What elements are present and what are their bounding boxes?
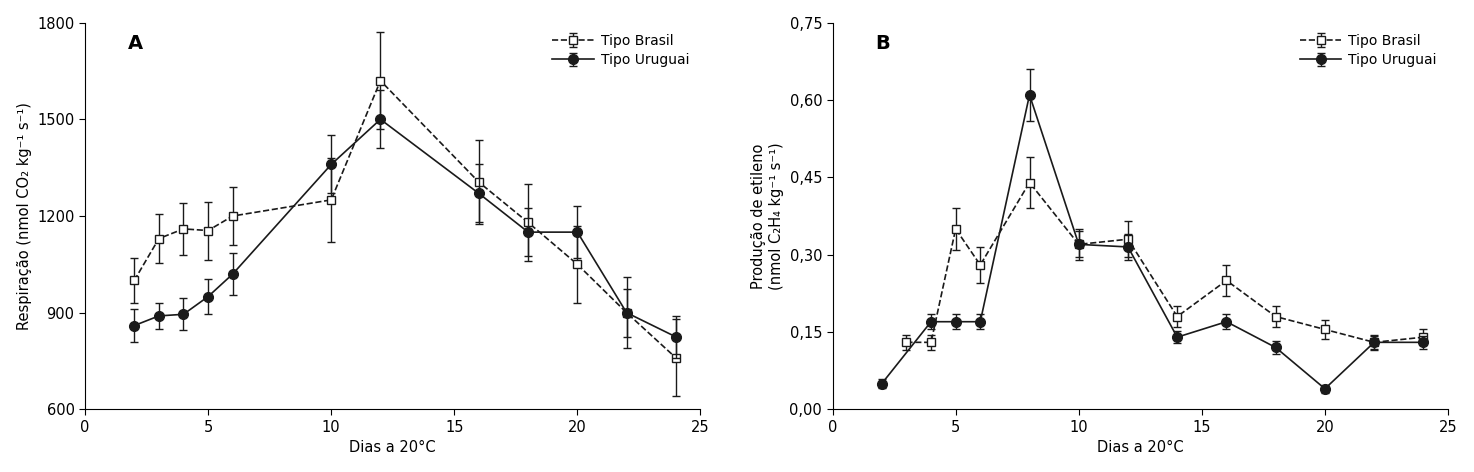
Text: A: A [128,34,143,53]
Text: B: B [876,34,890,53]
Y-axis label: Respiração (nmol CO₂ kg⁻¹ s⁻¹): Respiração (nmol CO₂ kg⁻¹ s⁻¹) [16,102,31,330]
Y-axis label: Produção de etileno
(nmol C₂H₄ kg⁻¹ s⁻¹): Produção de etileno (nmol C₂H₄ kg⁻¹ s⁻¹) [752,142,784,290]
Legend: Tipo Brasil, Tipo Uruguai: Tipo Brasil, Tipo Uruguai [548,30,694,71]
X-axis label: Dias a 20°C: Dias a 20°C [349,440,436,455]
X-axis label: Dias a 20°C: Dias a 20°C [1097,440,1184,455]
Legend: Tipo Brasil, Tipo Uruguai: Tipo Brasil, Tipo Uruguai [1296,30,1442,71]
